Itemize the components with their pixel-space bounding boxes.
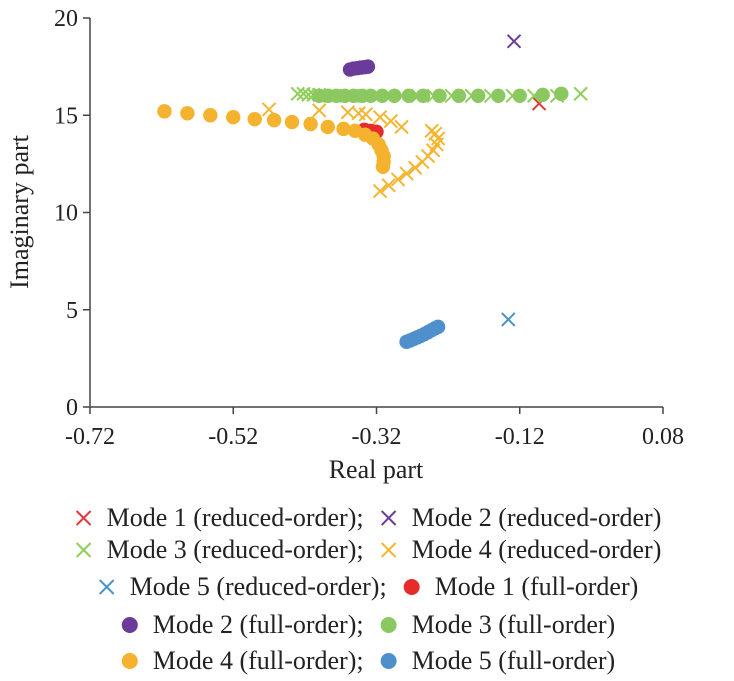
data-point <box>491 88 506 104</box>
series-2 <box>506 34 522 49</box>
data-point <box>471 88 486 104</box>
data-point <box>375 88 390 104</box>
legend-item: Mode 4 (full-order); <box>121 646 364 675</box>
data-point <box>301 87 316 103</box>
y-tick-label: 10 <box>54 201 78 227</box>
data-point <box>383 113 399 129</box>
legend-item: Mode 3 (reduced-order); <box>75 535 364 564</box>
legend-row: Mode 5 (reduced-order); Mode 1 (full-orde… <box>98 572 639 601</box>
data-point <box>372 183 388 199</box>
legend-item: Mode 5 (reduced-order); <box>98 572 387 601</box>
legend-marker <box>403 579 420 595</box>
data-point <box>157 104 172 119</box>
legend-label: Mode 3 (reduced-order); <box>107 535 364 564</box>
legend-label: Mode 1 (reduced-order); <box>107 503 364 532</box>
x-tick-label: -0.12 <box>495 424 545 450</box>
plot-area <box>157 34 588 350</box>
data-point <box>394 119 409 135</box>
legend-label: Mode 1 (full-order) <box>435 572 639 601</box>
legend-row: Mode 4 (full-order); Mode 5 (full-order) <box>121 646 616 675</box>
data-point <box>247 111 262 127</box>
legend-item: Mode 3 (full-order) <box>380 610 616 639</box>
data-point <box>311 103 327 118</box>
data-point <box>432 88 447 104</box>
legend-marker <box>75 542 92 558</box>
legend-item: Mode 1 (reduced-order); <box>75 503 364 532</box>
data-point <box>303 116 318 132</box>
legend-label: Mode 2 (full-order); <box>153 610 364 639</box>
legend-label: Mode 4 (reduced-order) <box>412 535 662 564</box>
x-tick-label: -0.72 <box>65 424 115 450</box>
legend-marker <box>380 617 397 633</box>
legend-label: Mode 3 (full-order) <box>412 610 616 639</box>
data-point <box>424 123 439 139</box>
legend-marker <box>380 653 397 669</box>
legend-row: Mode 2 (full-order); Mode 3 (full-order) <box>121 610 616 639</box>
data-point <box>375 159 391 174</box>
data-point <box>284 114 300 130</box>
data-point <box>390 172 406 187</box>
y-tick-label: 20 <box>54 6 78 32</box>
legend-marker <box>121 617 138 633</box>
data-point <box>203 108 218 123</box>
data-point <box>226 109 241 125</box>
y-tick-label: 5 <box>66 298 78 324</box>
legend-marker <box>380 542 397 558</box>
series-10 <box>399 319 446 350</box>
data-point <box>554 86 569 102</box>
data-point <box>535 87 550 103</box>
series-9 <box>157 104 391 174</box>
x-axis-title: Real part <box>329 455 424 484</box>
legend-marker <box>75 510 92 526</box>
series-4 <box>261 102 446 199</box>
data-point <box>363 88 378 104</box>
data-point <box>360 59 376 74</box>
data-point <box>387 88 402 104</box>
legend-label: Mode 5 (full-order) <box>412 646 616 675</box>
data-point <box>430 319 446 335</box>
data-point <box>501 312 516 327</box>
data-point <box>358 107 373 122</box>
legend-item: Mode 2 (full-order); <box>121 610 364 639</box>
legend-item: Mode 2 (reduced-order) <box>380 503 662 532</box>
data-point <box>451 88 467 104</box>
legend-row: Mode 3 (reduced-order); Mode 4 (reduced-o… <box>75 535 662 564</box>
series-8 <box>312 86 569 104</box>
legend: Mode 1 (reduced-order); Mode 2 (reduced-o… <box>75 503 662 675</box>
data-point <box>512 88 527 104</box>
legend-item: Mode 4 (reduced-order) <box>380 535 662 564</box>
legend-label: Mode 4 (full-order); <box>153 646 364 675</box>
ticks: -0.72 -0.52 -0.32 -0.12 0.08 0 5 10 15 20 <box>54 6 684 450</box>
series-5 <box>501 312 516 327</box>
data-point <box>381 178 396 193</box>
x-tick-label: 0.08 <box>642 424 684 450</box>
y-axis-title: Imaginary part <box>5 134 34 289</box>
x-tick-label: -0.32 <box>352 424 402 450</box>
data-point <box>506 34 522 49</box>
data-point <box>399 166 414 181</box>
y-tick-label: 0 <box>66 395 78 421</box>
axes <box>89 18 663 408</box>
data-point <box>180 106 195 121</box>
data-point <box>401 88 416 104</box>
data-point <box>415 88 431 104</box>
data-point <box>372 109 388 125</box>
series-7 <box>342 59 376 77</box>
legend-row: Mode 1 (reduced-order); Mode 2 (reduced-o… <box>75 503 662 532</box>
legend-marker <box>121 653 138 669</box>
legend-marker <box>380 510 397 526</box>
x-tick-label: -0.52 <box>208 424 258 450</box>
data-point <box>266 112 282 128</box>
data-point <box>320 119 335 135</box>
data-point <box>336 121 351 137</box>
legend-marker <box>98 579 115 595</box>
legend-label: Mode 5 (reduced-order); <box>130 572 387 601</box>
legend-label: Mode 2 (reduced-order) <box>412 503 662 532</box>
legend-item: Mode 1 (full-order) <box>403 572 639 601</box>
y-tick-label: 15 <box>54 103 78 129</box>
data-point <box>573 86 588 102</box>
legend-item: Mode 5 (full-order) <box>380 646 616 675</box>
